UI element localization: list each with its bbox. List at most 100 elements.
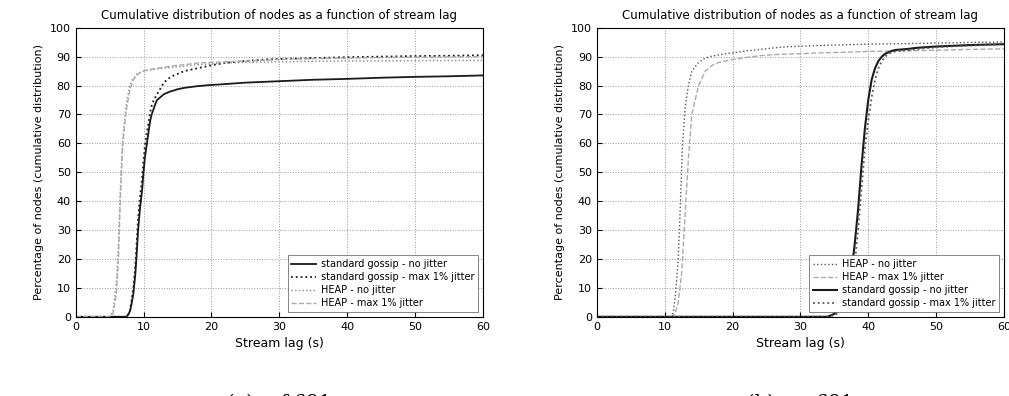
standard gossip - no jitter: [846, 271, 858, 276]
standard gossip - no jitter: [910, 46, 922, 50]
HEAP - no jitter: [151, 67, 163, 71]
HEAP - max 1% jitter: [706, 63, 718, 68]
HEAP - no jitter: [713, 53, 725, 57]
standard gossip - no jitter: [132, 228, 144, 232]
standard gossip - no jitter: [206, 83, 218, 88]
standard gossip - max 1% jitter: [132, 216, 144, 221]
HEAP - no jitter: [70, 314, 82, 319]
standard gossip - max 1% jitter: [124, 308, 136, 313]
standard gossip - max 1% jitter: [862, 118, 874, 123]
standard gossip - max 1% jitter: [916, 46, 928, 51]
HEAP - max 1% jitter: [682, 155, 694, 160]
HEAP - no jitter: [930, 41, 942, 46]
HEAP - max 1% jitter: [124, 88, 136, 92]
HEAP - max 1% jitter: [896, 48, 908, 53]
standard gossip - max 1% jitter: [873, 66, 885, 70]
standard gossip - no jitter: [125, 303, 137, 308]
standard gossip - max 1% jitter: [910, 47, 922, 52]
standard gossip - max 1% jitter: [259, 57, 271, 62]
HEAP - max 1% jitter: [998, 46, 1009, 51]
HEAP - max 1% jitter: [185, 61, 197, 66]
standard gossip - no jitter: [916, 45, 928, 50]
standard gossip - no jitter: [199, 83, 211, 88]
standard gossip - no jitter: [239, 80, 251, 85]
standard gossip - no jitter: [154, 95, 166, 99]
HEAP - no jitter: [679, 106, 691, 111]
HEAP - max 1% jitter: [144, 67, 156, 72]
standard gossip - no jitter: [375, 75, 387, 80]
X-axis label: Stream lag (s): Stream lag (s): [756, 337, 845, 350]
HEAP - no jitter: [781, 44, 793, 49]
HEAP - no jitter: [692, 60, 704, 65]
HEAP - max 1% jitter: [726, 57, 739, 62]
standard gossip - no jitter: [883, 50, 895, 55]
standard gossip - no jitter: [70, 314, 82, 319]
standard gossip - max 1% jitter: [842, 300, 854, 305]
standard gossip - no jitter: [137, 170, 149, 175]
HEAP - max 1% jitter: [477, 54, 489, 59]
HEAP - no jitter: [206, 61, 218, 66]
standard gossip - no jitter: [862, 97, 874, 102]
HEAP - max 1% jitter: [164, 64, 177, 69]
standard gossip - no jitter: [179, 86, 191, 90]
HEAP - max 1% jitter: [125, 83, 137, 88]
standard gossip - max 1% jitter: [136, 176, 148, 181]
HEAP - no jitter: [747, 48, 759, 53]
HEAP - max 1% jitter: [239, 59, 251, 63]
standard gossip - no jitter: [136, 187, 148, 192]
standard gossip - max 1% jitter: [859, 147, 871, 152]
standard gossip - no jitter: [129, 271, 141, 276]
HEAP - no jitter: [767, 46, 779, 50]
standard gossip - max 1% jitter: [835, 308, 848, 313]
HEAP - no jitter: [590, 314, 602, 319]
HEAP - max 1% jitter: [719, 59, 732, 63]
HEAP - max 1% jitter: [835, 50, 848, 55]
standard gossip - max 1% jitter: [120, 314, 132, 319]
HEAP - no jitter: [164, 65, 177, 70]
standard gossip - max 1% jitter: [896, 48, 908, 53]
Line: standard gossip - max 1% jitter: standard gossip - max 1% jitter: [596, 44, 1004, 317]
X-axis label: Stream lag (s): Stream lag (s): [235, 337, 324, 350]
standard gossip - max 1% jitter: [185, 67, 197, 72]
standard gossip - no jitter: [886, 48, 898, 53]
HEAP - max 1% jitter: [110, 291, 122, 296]
standard gossip - max 1% jitter: [443, 53, 455, 58]
standard gossip - no jitter: [169, 88, 181, 93]
standard gossip - max 1% jitter: [923, 46, 935, 50]
HEAP - max 1% jitter: [273, 57, 286, 62]
standard gossip - no jitter: [341, 76, 353, 81]
HEAP - max 1% jitter: [665, 314, 677, 319]
standard gossip - no jitter: [849, 242, 861, 247]
HEAP - no jitter: [104, 314, 116, 319]
standard gossip - no jitter: [120, 314, 132, 319]
standard gossip - max 1% jitter: [409, 54, 421, 59]
HEAP - max 1% jitter: [930, 48, 942, 53]
HEAP - max 1% jitter: [137, 69, 149, 73]
standard gossip - max 1% jitter: [903, 48, 915, 53]
standard gossip - max 1% jitter: [590, 314, 602, 319]
Line: standard gossip - max 1% jitter: standard gossip - max 1% jitter: [76, 55, 483, 317]
HEAP - no jitter: [157, 66, 170, 70]
standard gossip - max 1% jitter: [239, 59, 251, 63]
standard gossip - max 1% jitter: [192, 66, 204, 70]
standard gossip - max 1% jitter: [821, 314, 833, 319]
standard gossip - no jitter: [869, 66, 881, 70]
standard gossip - max 1% jitter: [154, 86, 166, 91]
standard gossip - no jitter: [143, 126, 155, 131]
HEAP - max 1% jitter: [127, 77, 139, 82]
HEAP - no jitter: [116, 141, 128, 146]
Legend: standard gossip - no jitter, standard gossip - max 1% jitter, HEAP - no jitter, : standard gossip - no jitter, standard go…: [288, 255, 478, 312]
HEAP - no jitter: [670, 291, 682, 296]
HEAP - max 1% jitter: [179, 62, 191, 67]
HEAP - no jitter: [774, 45, 786, 50]
standard gossip - no jitter: [164, 89, 177, 94]
HEAP - no jitter: [144, 68, 156, 72]
HEAP - no jitter: [794, 44, 806, 49]
standard gossip - max 1% jitter: [883, 51, 895, 56]
standard gossip - max 1% jitter: [852, 228, 864, 232]
standard gossip - max 1% jitter: [137, 158, 149, 163]
HEAP - max 1% jitter: [669, 312, 681, 316]
HEAP - max 1% jitter: [122, 95, 134, 99]
Legend: HEAP - no jitter, HEAP - max 1% jitter, standard gossip - no jitter, standard go: HEAP - no jitter, HEAP - max 1% jitter, …: [808, 255, 999, 312]
HEAP - no jitter: [676, 147, 688, 152]
